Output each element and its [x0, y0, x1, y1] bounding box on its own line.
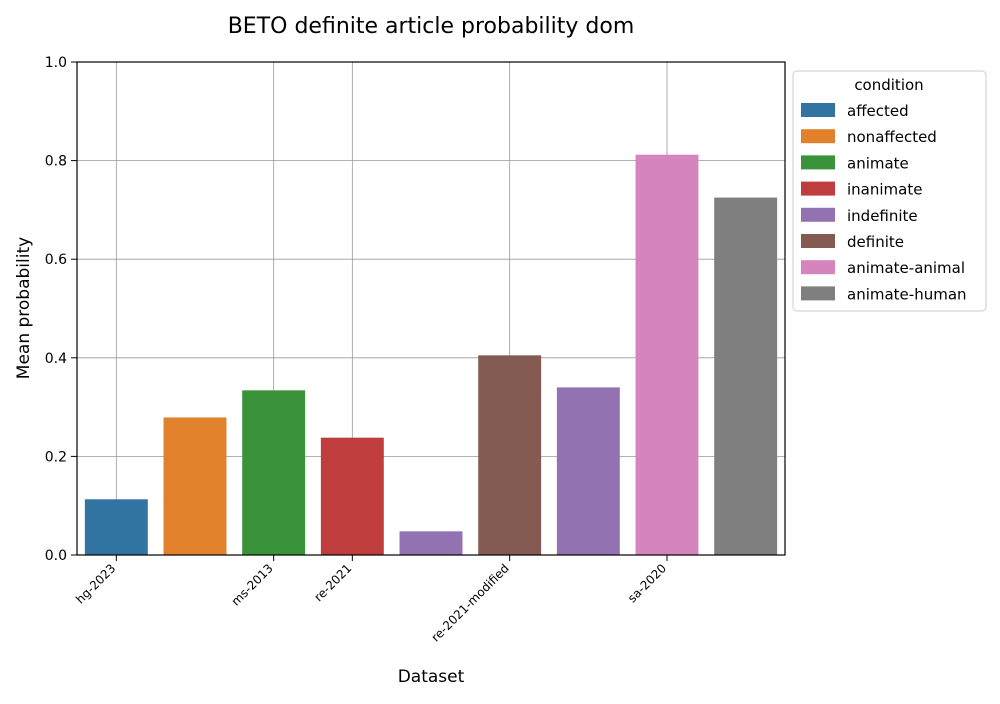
legend-swatch-inanimate: [801, 181, 835, 196]
bar-sa-2020-animate-human: [714, 197, 778, 555]
legend-swatch-indefinite: [801, 207, 835, 222]
bar-ms-2013-animate: [242, 390, 306, 555]
y-tick-label: 0.0: [45, 548, 67, 564]
legend-swatch-nonaffected: [801, 129, 835, 144]
y-axis-label: Mean probability: [14, 237, 34, 379]
x-tick-label: sa-2020: [625, 561, 669, 605]
x-tick-label: hg-2023: [73, 561, 118, 606]
x-tick-label: ms-2013: [229, 561, 276, 608]
y-tick-label: 0.8: [45, 154, 67, 170]
y-tick-label: 1.0: [45, 55, 67, 71]
bars: [84, 154, 778, 555]
y-tick-label: 0.6: [45, 252, 67, 268]
legend-label-definite: definite: [847, 233, 904, 251]
legend-title: condition: [854, 76, 923, 94]
plot-frame: [76, 61, 786, 556]
y-tick-label: 0.2: [45, 449, 67, 465]
bar-sa-2020-animate-animal: [635, 154, 699, 555]
legend-swatch-animate-human: [801, 286, 835, 301]
legend-label-inanimate: inanimate: [847, 181, 922, 199]
legend-label-affected: affected: [847, 102, 909, 120]
legend-swatch-definite: [801, 234, 835, 248]
bar-re-2021-indefinite: [399, 531, 463, 555]
bar-hg-2023-nonaffected: [163, 417, 227, 555]
legend-label-animate: animate: [847, 154, 909, 172]
bar-re-2021-modified-indefinite: [556, 387, 620, 555]
legend-label-indefinite: indefinite: [847, 207, 918, 225]
legend-swatch-animate: [801, 155, 835, 170]
legend-label-animate-animal: animate-animal: [847, 259, 965, 277]
y-tick-label: 0.4: [45, 351, 67, 367]
legend-label-animate-human: animate-human: [847, 285, 967, 303]
bar-re-2021-modified-definite: [478, 355, 542, 555]
x-tick-label: re-2021-modified: [428, 561, 511, 644]
chart-title: BETO definite article probability dom: [228, 14, 635, 39]
bar-hg-2023-affected: [84, 499, 148, 555]
bar-ms-2013-inanimate: [320, 437, 384, 555]
legend-label-nonaffected: nonaffected: [847, 128, 937, 146]
legend-swatch-affected: [801, 103, 835, 117]
x-axis-label: Dataset: [398, 667, 465, 687]
legend: condition affected nonaffected animate inan…: [792, 70, 987, 312]
legend-swatch-animate-animal: [801, 260, 835, 275]
x-tick-label: re-2021: [311, 561, 354, 604]
legend-frame: [792, 70, 987, 312]
